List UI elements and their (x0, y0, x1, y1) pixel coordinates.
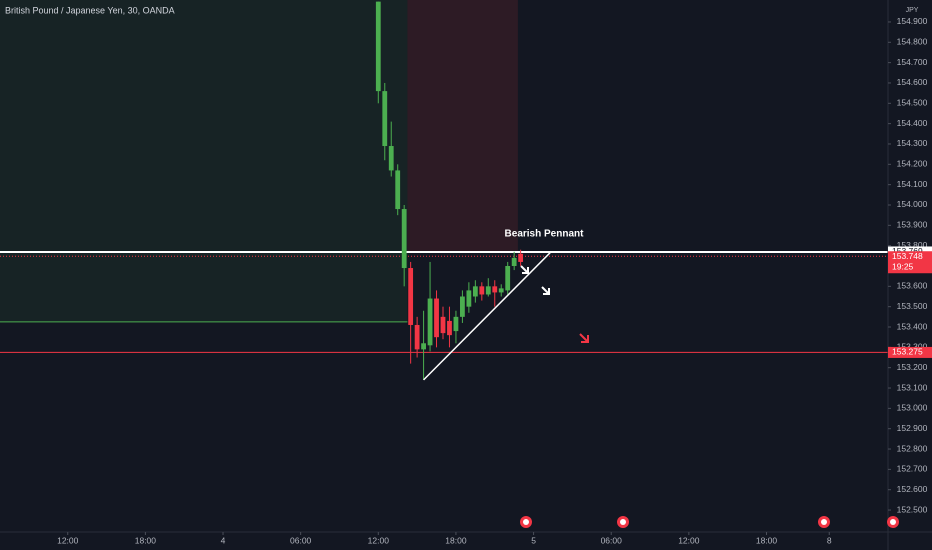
x-tick-label: 5 (531, 535, 536, 545)
candle-body (388, 146, 394, 171)
candle-body (518, 253, 524, 262)
candle-body (440, 316, 446, 334)
candle-body (466, 290, 472, 307)
price-label: 153.275 (892, 347, 923, 357)
event-icon (620, 519, 626, 525)
y-tick-label: 154.600 (897, 77, 928, 87)
candle-body (421, 343, 426, 350)
candle-body (453, 316, 459, 332)
x-tick-label: 12:00 (368, 535, 390, 545)
candle-body (395, 170, 401, 210)
x-tick-label: 06:00 (601, 535, 623, 545)
countdown: 19:25 (892, 261, 914, 271)
y-tick-label: 153.500 (897, 301, 928, 311)
x-tick-label: 8 (827, 535, 832, 545)
candle-body (408, 268, 414, 325)
price-label: 153.769 (892, 246, 923, 256)
candle-body (472, 286, 478, 297)
x-tick-label: 12:00 (57, 535, 79, 545)
y-tick-label: 153.600 (897, 281, 928, 291)
y-tick-label: 154.700 (897, 57, 928, 67)
y-tick-label: 152.800 (897, 443, 928, 453)
candle-body (414, 324, 420, 350)
trendline (423, 251, 552, 381)
arrow (541, 286, 550, 295)
y-tick-label: 154.400 (897, 118, 928, 128)
y-tick-label: 154.300 (897, 138, 928, 148)
candle-body (505, 266, 511, 291)
candle-body (427, 298, 433, 346)
profit-zone (0, 0, 408, 322)
axes: 152.500 152.600 152.700 152.800 152.900 153.0… (57, 16, 932, 545)
y-tick-label: 152.500 (897, 504, 928, 514)
x-tick-label: 06:00 (290, 535, 312, 545)
y-tick-label: 154.200 (897, 159, 928, 169)
zones (0, 0, 518, 322)
price-label: 153.748 (892, 251, 923, 261)
candle-body (511, 257, 517, 266)
event-icon (890, 519, 896, 525)
arrow (579, 333, 589, 343)
y-tick-label: 154.800 (897, 37, 928, 47)
y-tick-label: 152.600 (897, 484, 928, 494)
arrow (520, 265, 529, 274)
annotation: Bearish Pennant (505, 229, 585, 240)
candle-body (434, 298, 439, 338)
candle-body (401, 209, 407, 269)
arrows (520, 265, 589, 343)
y-tick-label: 153.900 (897, 220, 928, 230)
x-tick-label: 18:00 (135, 535, 157, 545)
y-tick-label: 153.400 (897, 321, 928, 331)
y-tick-label: 152.900 (897, 423, 928, 433)
candle-body (382, 91, 388, 147)
loss-zone (407, 0, 518, 252)
y-tick-label: 154.100 (897, 179, 928, 189)
y-tick-label: 154.500 (897, 98, 928, 108)
candle-body (375, 1, 381, 92)
x-tick-label: 12:00 (678, 535, 700, 545)
x-tick-label: 18:00 (756, 535, 778, 545)
event-icon (821, 519, 827, 525)
currency: JPY (906, 7, 919, 14)
plot (0, 1, 888, 381)
x-tick-label: 18:00 (445, 535, 467, 545)
candle-body (460, 296, 465, 317)
event-icon (523, 519, 529, 525)
y-tick-label: 154.900 (897, 16, 928, 26)
candle-body (492, 286, 498, 293)
candle-body (479, 286, 485, 295)
x-tick-label: 4 (221, 535, 226, 545)
chart-title: British Pound / Japanese Yen, 30, OANDA (5, 5, 175, 15)
y-tick-label: 154.000 (897, 199, 928, 209)
y-tick-label: 153.000 (897, 403, 928, 413)
candle-body (447, 320, 452, 336)
y-tick-label: 153.800 (897, 240, 928, 250)
event-icons (520, 516, 899, 528)
y-tick-label: 152.700 (897, 464, 928, 474)
candle-body (485, 286, 491, 295)
y-tick-label: 153.200 (897, 362, 928, 372)
candle-body (498, 288, 504, 293)
y-tick-label: 153.300 (897, 342, 928, 352)
price-label-bg (888, 251, 932, 274)
y-tick-label: 153.100 (897, 382, 928, 392)
price-label-bg (888, 346, 932, 358)
